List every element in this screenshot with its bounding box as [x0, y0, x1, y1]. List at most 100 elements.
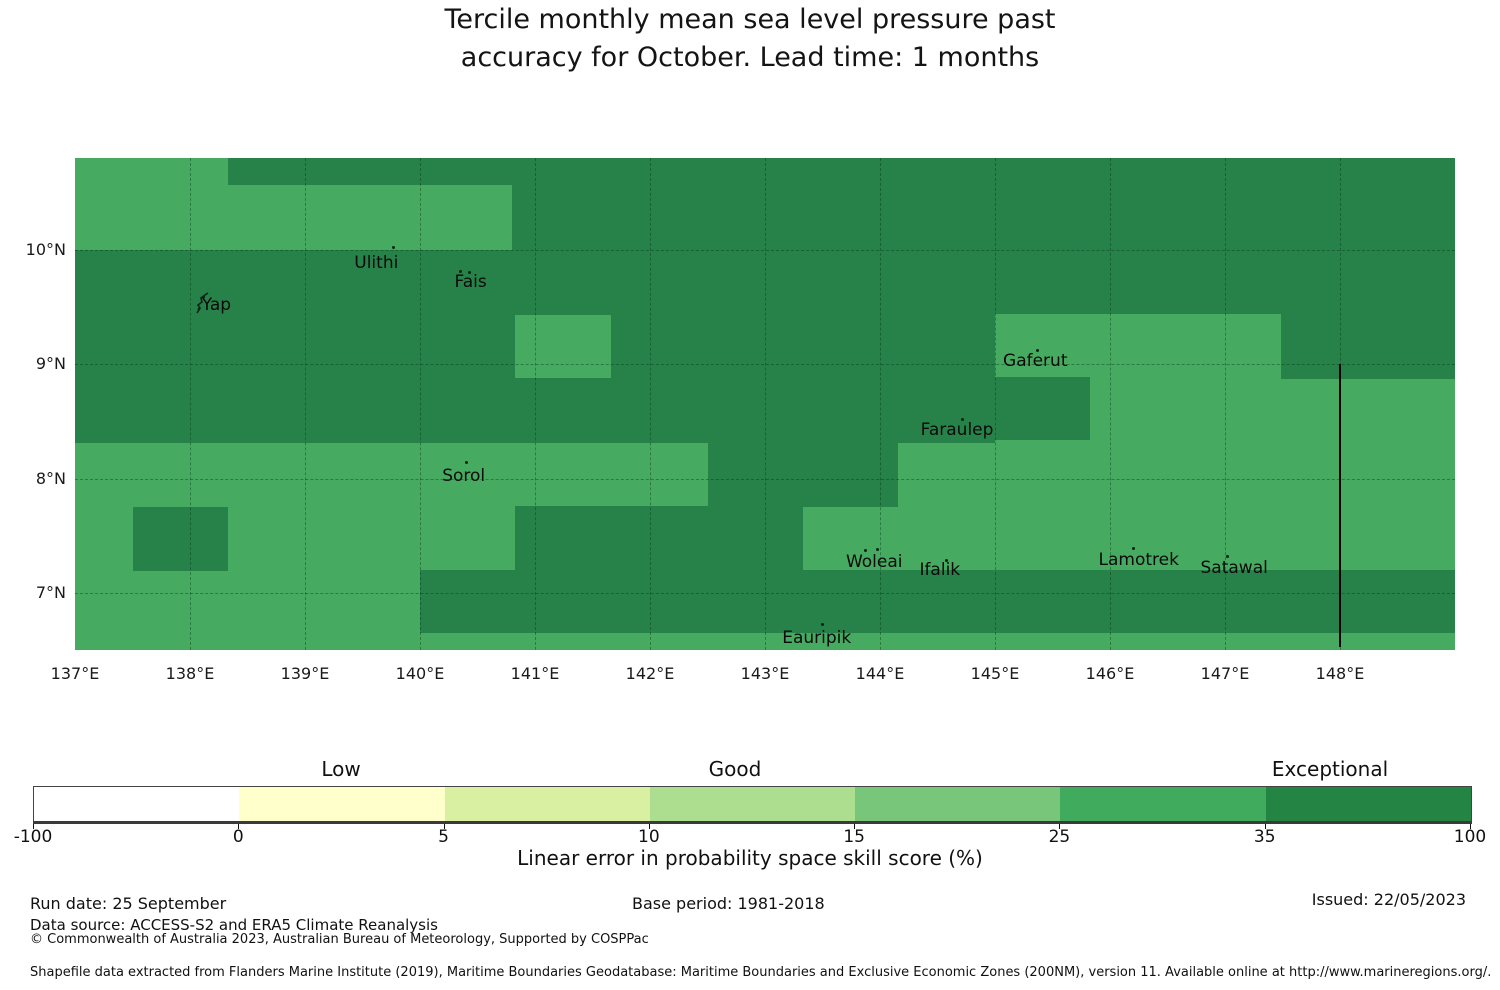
longitude-gridline: [880, 158, 881, 650]
island-label: Gaferut: [1003, 351, 1068, 371]
island-label: Fais: [454, 272, 487, 293]
longitude-tick-label: 146°E: [1085, 664, 1135, 683]
island-marker-dot: [821, 623, 824, 627]
colorbar-class-label: Good: [708, 757, 762, 781]
colorbar-tick-mark: [1264, 824, 1266, 829]
latitude-tick-label: 8°N: [35, 468, 66, 488]
island-marker-dot: [876, 547, 880, 551]
longitude-tick-label: 147°E: [1200, 664, 1250, 683]
map-cell: [75, 443, 708, 506]
colorbar-tick-mark: [648, 824, 650, 829]
island-marker-dot: [467, 271, 471, 275]
colorbar-tick-label: 100: [1453, 827, 1487, 847]
longitude-gridline: [305, 158, 306, 650]
island-label: Satawal: [1200, 557, 1268, 578]
colorbar-segment: [1265, 787, 1471, 821]
latitude-gridline: [75, 592, 1455, 594]
longitude-gridline: [765, 158, 766, 650]
latitude-gridline: [75, 364, 1455, 366]
island-marker-dot: [1225, 554, 1229, 558]
colorbar-tick-label: 15: [843, 827, 865, 847]
longitude-tick-label: 142°E: [625, 664, 675, 683]
chart-title-line1: Tercile monthly mean sea level pressure …: [444, 4, 1056, 35]
copyright-text: © Commonwealth of Australia 2023, Austra…: [30, 932, 649, 947]
island-marker-dot: [392, 246, 396, 250]
latitude-tick-label: 10°N: [25, 240, 66, 259]
chart-title-line2: accuracy for October. Lead time: 1 month…: [460, 42, 1040, 73]
colorbar-tick-label: 10: [638, 827, 660, 847]
longitude-gridline: [995, 158, 996, 650]
longitude-gridline: [1225, 158, 1226, 650]
colorbar-tick-mark: [854, 824, 856, 829]
latitude-tick-label: 7°N: [35, 582, 66, 602]
base-period-text: Base period: 1981-2018: [632, 894, 825, 913]
colorbar-segment: [855, 787, 1061, 821]
map-area: Yap Ulithi Fais Sorol Gaferut Faraulep Woleai I…: [75, 158, 1455, 650]
island-label: Faraulep: [920, 419, 994, 440]
longitude-gridline: [190, 158, 191, 650]
island-label: Ifalik: [919, 560, 961, 581]
island-label: Eauripik: [782, 627, 852, 648]
yap-island-outline: [193, 292, 213, 316]
longitude-tick-label: 144°E: [855, 664, 905, 683]
colorbar-tick-mark: [33, 824, 34, 829]
island-marker-dot: [863, 549, 867, 553]
map-cell: [802, 507, 899, 570]
colorbar-tick-label: 25: [1048, 827, 1071, 847]
longitude-gridline: [535, 158, 536, 650]
colorbar-tick-label: 5: [438, 827, 449, 847]
island-marker-dot: [1036, 349, 1040, 353]
latitude-gridline: [75, 478, 1455, 480]
longitude-gridline: [650, 158, 651, 650]
island-marker-dot: [961, 417, 965, 421]
island-label: Lamotrek: [1098, 549, 1179, 570]
longitude-tick-label: 143°E: [740, 664, 790, 683]
longitude-gridline: [420, 158, 421, 650]
longitude-tick-label: 139°E: [280, 664, 330, 683]
longitude-tick-label: 141°E: [510, 664, 560, 683]
colorbar: [33, 786, 1472, 824]
island-label: Ulithi: [354, 252, 399, 273]
map-cell: [75, 184, 512, 250]
longitude-tick-label: 145°E: [970, 664, 1020, 683]
latitude-tick-label: 9°N: [35, 354, 66, 374]
issued-date-text: Issued: 22/05/2023: [1311, 890, 1466, 909]
colorbar-tick-mark: [1470, 824, 1471, 829]
island-label: Yap: [201, 295, 232, 315]
longitude-tick-label: 140°E: [395, 664, 445, 683]
colorbar-segment: [1060, 787, 1266, 821]
colorbar-class-label: Low: [321, 757, 361, 781]
map-cell: [1281, 364, 1455, 380]
latitude-gridline: [75, 250, 1455, 251]
map-cell: [75, 570, 420, 633]
island-label: Sorol: [442, 466, 486, 487]
longitude-tick-label: 148°E: [1315, 664, 1365, 683]
colorbar-tick-label: 35: [1253, 827, 1276, 847]
map-cell: [132, 507, 228, 572]
island-marker-dot: [464, 461, 468, 465]
maritime-boundary-line: [1339, 364, 1341, 647]
data-source-text: Data source: ACCESS-S2 and ERA5 Climate …: [30, 916, 438, 934]
longitude-tick-label: 137°E: [50, 664, 100, 683]
colorbar-class-label: Exceptional: [1271, 757, 1389, 781]
map-cell: [515, 315, 611, 378]
map-cell: [1090, 376, 1455, 570]
map-cell: [995, 439, 1091, 570]
colorbar-tick-label: -100: [13, 827, 53, 847]
island-marker-dot: [1131, 546, 1135, 550]
longitude-tick-label: 138°E: [165, 664, 215, 683]
colorbar-tick-label: 0: [232, 827, 244, 847]
colorbar-tick-mark: [238, 824, 240, 829]
map-cell: [898, 443, 995, 570]
colorbar-segment: [239, 787, 445, 821]
colorbar-segment: [444, 787, 650, 821]
colorbar-segment: [649, 787, 856, 821]
colorbar-segment: [34, 787, 240, 821]
island-marker-dot: [458, 270, 462, 274]
run-date-text: Run date: 25 September: [30, 894, 227, 913]
colorbar-axis-label: Linear error in probability space skill …: [517, 846, 983, 870]
map-cell: [75, 632, 1455, 650]
island-marker-dot: [945, 559, 949, 563]
island-label: Woleai: [845, 552, 903, 573]
